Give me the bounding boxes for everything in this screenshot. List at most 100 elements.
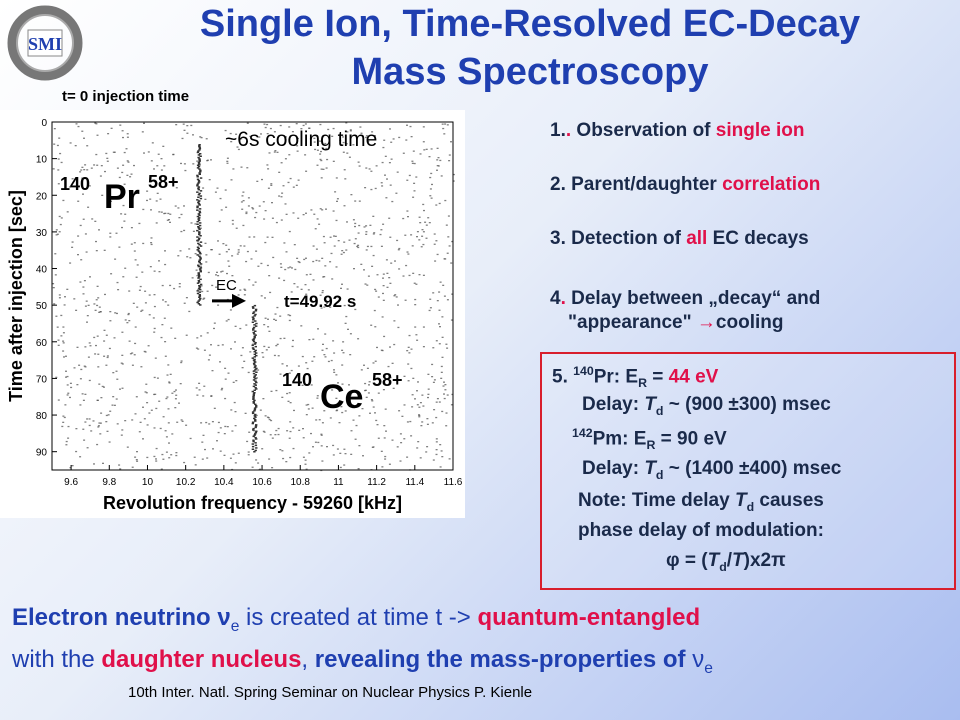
- noise-point: [155, 460, 158, 462]
- y-tick-label: 50: [36, 301, 48, 312]
- noise-point: [376, 346, 378, 349]
- noise-point: [440, 377, 443, 379]
- noise-point: [342, 151, 345, 153]
- noise-point: [415, 283, 418, 285]
- noise-point: [242, 200, 245, 202]
- noise-point: [170, 327, 173, 329]
- daughter-trace-point: [251, 357, 254, 359]
- noise-point: [141, 309, 144, 311]
- noise-point: [452, 173, 455, 176]
- noise-point: [342, 341, 345, 343]
- noise-point: [76, 346, 79, 348]
- noise-point: [213, 327, 215, 330]
- noise-point: [446, 394, 449, 396]
- noise-point: [336, 200, 338, 202]
- noise-point: [106, 160, 109, 162]
- parent-trace-point: [199, 258, 202, 260]
- noise-point: [321, 349, 324, 351]
- noise-point: [67, 437, 70, 439]
- parent-mass-label: 140: [60, 174, 90, 194]
- noise-point: [147, 151, 150, 153]
- noise-point: [192, 134, 194, 136]
- box-line-7: φ = (Td/T)x2π: [666, 550, 786, 574]
- noise-point: [430, 148, 433, 150]
- noise-point: [118, 246, 121, 248]
- noise-point: [133, 242, 136, 244]
- noise-point: [221, 344, 224, 346]
- noise-point: [188, 310, 191, 313]
- noise-point: [165, 436, 168, 438]
- noise-point: [138, 222, 141, 225]
- noise-point: [324, 387, 326, 389]
- noise-point: [422, 243, 425, 246]
- parent-trace-point: [196, 301, 199, 304]
- noise-point: [406, 350, 409, 352]
- noise-point: [224, 189, 227, 191]
- noise-point: [268, 418, 271, 421]
- noise-point: [343, 169, 346, 171]
- noise-point: [440, 175, 443, 177]
- noise-point: [441, 356, 444, 358]
- noise-point: [186, 132, 189, 134]
- noise-point: [284, 136, 287, 138]
- noise-point: [421, 235, 424, 237]
- noise-point: [425, 148, 428, 150]
- noise-point: [247, 371, 250, 374]
- noise-point: [204, 448, 206, 451]
- noise-point: [195, 387, 198, 389]
- noise-point: [58, 215, 61, 218]
- noise-point: [131, 364, 134, 366]
- noise-point: [352, 419, 355, 421]
- noise-point: [372, 406, 375, 408]
- noise-point: [230, 348, 232, 350]
- y-tick-label: 80: [36, 411, 48, 422]
- noise-point: [69, 262, 72, 264]
- noise-point: [123, 151, 126, 154]
- noise-point: [391, 439, 394, 441]
- daughter-trace-point: [251, 422, 254, 425]
- noise-point: [279, 373, 282, 375]
- noise-point: [432, 381, 435, 383]
- noise-point: [289, 430, 292, 433]
- noise-point: [412, 272, 415, 274]
- noise-point: [230, 179, 233, 181]
- parent-trace-point: [198, 233, 201, 236]
- noise-point: [293, 244, 296, 246]
- noise-point: [88, 185, 91, 187]
- noise-point: [133, 354, 136, 356]
- noise-point: [411, 160, 414, 162]
- noise-point: [363, 269, 365, 271]
- noise-point: [311, 360, 314, 362]
- noise-point: [183, 461, 186, 464]
- noise-point: [164, 301, 167, 303]
- noise-point: [319, 208, 322, 210]
- noise-point: [106, 430, 109, 432]
- noise-point: [231, 255, 234, 257]
- noise-point: [271, 437, 274, 439]
- noise-point: [211, 370, 214, 372]
- noise-point: [338, 422, 341, 424]
- noise-point: [168, 442, 170, 444]
- noise-point: [88, 342, 91, 344]
- noise-point: [153, 376, 156, 379]
- daughter-trace-point: [253, 434, 256, 436]
- noise-point: [121, 387, 124, 389]
- daughter-trace-point: [252, 398, 255, 400]
- daughter-trace-point: [253, 370, 256, 372]
- noise-point: [403, 375, 406, 377]
- noise-point: [388, 217, 391, 219]
- noise-point: [295, 184, 298, 186]
- noise-point: [161, 284, 164, 287]
- parent-trace-point: [198, 231, 201, 233]
- noise-point: [135, 276, 138, 278]
- noise-point: [203, 297, 206, 299]
- noise-point: [365, 396, 368, 398]
- noise-point: [169, 213, 172, 215]
- parent-trace-point: [197, 226, 200, 228]
- noise-point: [235, 133, 238, 135]
- daughter-trace-point: [255, 424, 258, 426]
- daughter-trace-point: [253, 389, 256, 391]
- noise-point: [236, 253, 239, 255]
- daughter-trace-point: [254, 380, 257, 382]
- noise-point: [255, 211, 258, 214]
